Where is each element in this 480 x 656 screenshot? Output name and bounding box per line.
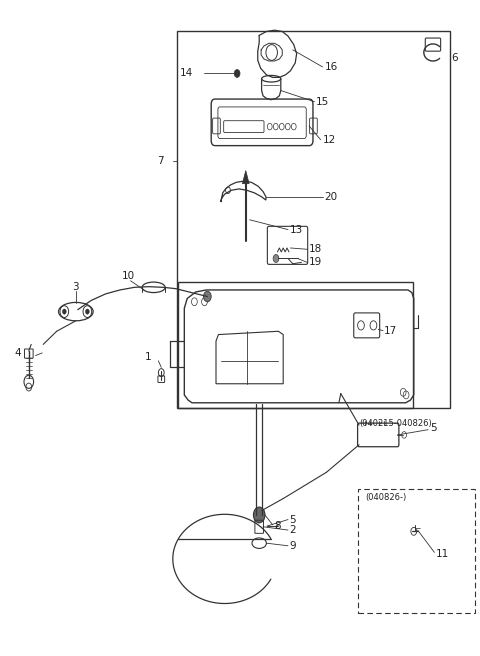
Bar bbox=[177, 31, 450, 408]
Bar bbox=[358, 489, 475, 613]
Text: (040215-040826): (040215-040826) bbox=[359, 419, 432, 428]
Text: 15: 15 bbox=[316, 96, 329, 107]
Circle shape bbox=[253, 507, 265, 523]
Circle shape bbox=[85, 309, 89, 314]
Text: 7: 7 bbox=[157, 156, 164, 167]
Text: 10: 10 bbox=[122, 270, 135, 281]
Text: 16: 16 bbox=[324, 62, 338, 72]
Text: 6: 6 bbox=[451, 52, 458, 63]
Text: 4: 4 bbox=[14, 348, 21, 358]
Bar bbox=[178, 282, 413, 408]
Text: 11: 11 bbox=[436, 549, 449, 560]
Text: 9: 9 bbox=[289, 541, 296, 551]
Text: 5: 5 bbox=[430, 422, 437, 433]
Text: 19: 19 bbox=[309, 257, 322, 268]
Circle shape bbox=[234, 70, 240, 77]
Circle shape bbox=[273, 255, 279, 262]
Text: 17: 17 bbox=[384, 325, 397, 336]
Text: 18: 18 bbox=[309, 244, 322, 255]
Circle shape bbox=[204, 291, 211, 302]
Text: 2: 2 bbox=[289, 525, 296, 535]
Text: 1: 1 bbox=[144, 352, 151, 362]
Text: 13: 13 bbox=[290, 224, 303, 235]
Text: 3: 3 bbox=[72, 282, 79, 293]
Circle shape bbox=[62, 309, 66, 314]
Text: 20: 20 bbox=[324, 192, 337, 202]
Text: 8: 8 bbox=[275, 521, 281, 531]
Text: 12: 12 bbox=[323, 134, 336, 145]
Text: 14: 14 bbox=[180, 68, 193, 79]
Polygon shape bbox=[242, 171, 249, 184]
Text: (040826-): (040826-) bbox=[365, 493, 406, 502]
Text: 5: 5 bbox=[289, 514, 296, 525]
